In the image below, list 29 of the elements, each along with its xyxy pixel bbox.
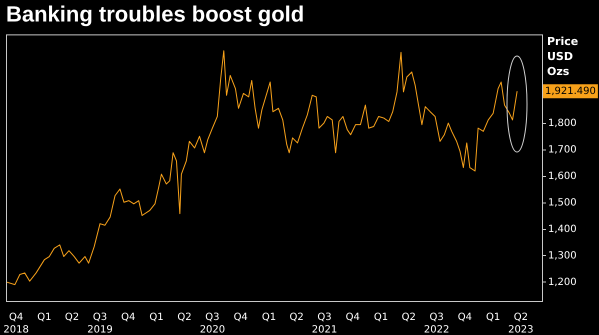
y-tick-label: 1,700 xyxy=(548,144,577,156)
x-tick-label: Q4 xyxy=(121,312,136,323)
x-tick-label: Q4 2018 xyxy=(3,312,29,335)
x-tick-label: Q3 2019 xyxy=(87,312,113,335)
x-tick-label: Q4 xyxy=(458,312,472,323)
y-tick-label: 1,300 xyxy=(548,250,577,262)
y-axis-title: Price USD Ozs xyxy=(547,34,578,78)
x-tick-label: Q2 xyxy=(289,312,304,323)
x-tick-label: Q2 xyxy=(177,312,192,323)
x-tick-label: Q2 xyxy=(402,312,416,323)
x-tick-label: Q2 xyxy=(64,312,80,323)
y-tick-label: 1,600 xyxy=(548,170,577,182)
annotation: 1,921.490 xyxy=(545,86,596,97)
y-tick-label: 1,800 xyxy=(548,118,577,129)
y-tick-label: 1,400 xyxy=(548,224,577,235)
y-tick-label: 1,500 xyxy=(548,197,577,208)
x-tick-label: Q4 xyxy=(346,312,360,323)
x-tick-label: Q3 2020 xyxy=(200,312,226,335)
x-tick-label: Q1 xyxy=(149,312,164,323)
x-tick-label: Q1 xyxy=(374,312,388,323)
x-tick-label: Q3 2021 xyxy=(312,312,338,335)
x-tick-label: Q4 xyxy=(234,312,248,323)
x-tick-label: Q1 xyxy=(262,312,276,323)
x-tick-label: Q3 2022 xyxy=(424,312,450,335)
y-tick-label: 1,200 xyxy=(548,276,577,288)
x-tick-label: Q1 xyxy=(486,312,500,323)
x-tick-label: Q1 xyxy=(37,312,52,323)
x-tick-label: Q2 2023 xyxy=(508,312,534,335)
chart-title: Banking troubles boost gold xyxy=(6,1,304,26)
